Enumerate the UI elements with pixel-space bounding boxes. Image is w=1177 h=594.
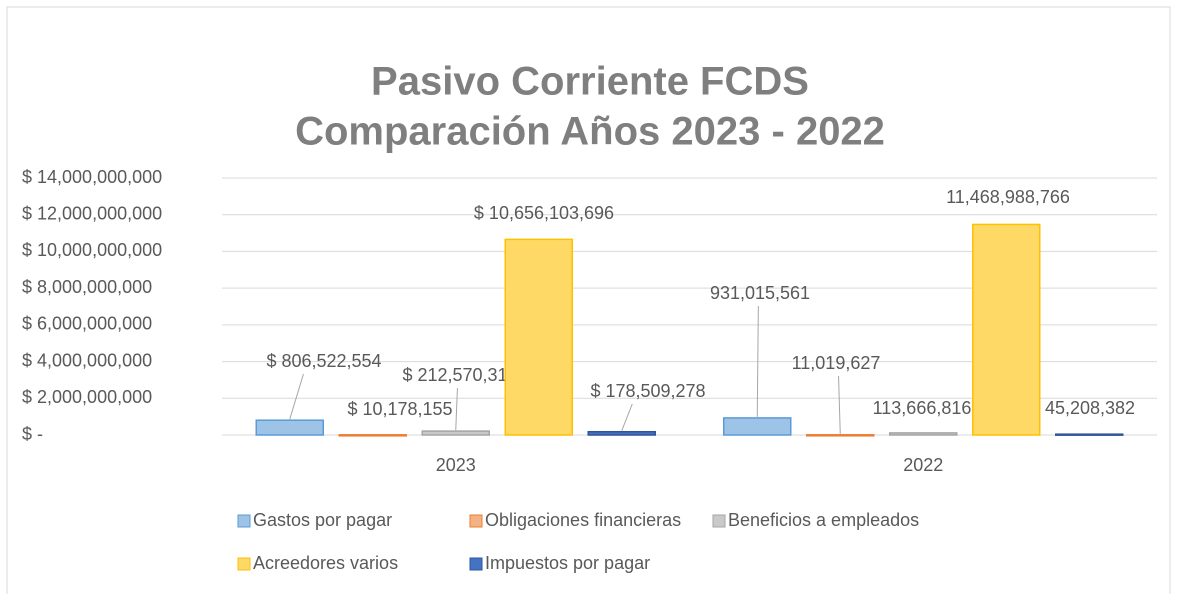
y-tick-label: $ 2,000,000,000 — [22, 387, 152, 407]
legend-swatch — [469, 514, 483, 528]
data-label: 931,015,561 — [710, 283, 810, 303]
data-label: $ 10,656,103,696 — [474, 203, 614, 223]
data-label: $ 806,522,554 — [266, 351, 381, 371]
x-tick-label: 2023 — [436, 455, 476, 475]
y-tick-label: $ 4,000,000,000 — [22, 350, 152, 370]
y-tick-label: $ - — [22, 424, 43, 444]
chart-title: Pasivo Corriente FCDS — [371, 60, 809, 104]
leader-line — [838, 375, 841, 434]
y-tick-label: $ 6,000,000,000 — [22, 314, 152, 334]
y-tick-label: $ 12,000,000,000 — [22, 203, 162, 223]
leader-line — [756, 305, 759, 417]
chart-title: Comparación Años 2023 - 2022 — [295, 110, 885, 154]
legend-swatch — [469, 557, 483, 571]
legend-label: Gastos por pagar — [253, 510, 392, 530]
data-label: 11,019,627 — [792, 353, 881, 373]
bar — [587, 430, 656, 436]
data-label: $ 178,509,278 — [590, 381, 705, 401]
legend-label: Obligaciones financieras — [485, 510, 681, 530]
data-label: 11,468,988,766 — [946, 187, 1070, 207]
legend-label: Beneficios a empleados — [728, 510, 919, 530]
legend-swatch — [237, 557, 251, 571]
bar — [806, 434, 875, 437]
y-tick-label: $ 8,000,000,000 — [22, 277, 152, 297]
bar — [972, 223, 1041, 436]
legend-label: Impuestos por pagar — [485, 553, 650, 573]
leader-line — [621, 403, 633, 431]
bar — [723, 417, 792, 436]
data-label: 113,666,816 — [873, 398, 972, 418]
leader-line — [455, 387, 458, 431]
y-tick-label: $ 10,000,000,000 — [22, 240, 162, 260]
data-label: $ 10,178,155 — [347, 399, 452, 419]
leader-line — [289, 373, 304, 420]
bar — [255, 419, 324, 436]
legend-swatch — [237, 514, 251, 528]
bar — [889, 432, 958, 436]
bar — [338, 434, 407, 437]
bar — [421, 430, 490, 436]
bar — [1055, 433, 1124, 436]
y-tick-label: $ 14,000,000,000 — [22, 167, 162, 187]
data-label: $ 212,570,310 — [402, 365, 517, 385]
data-label: 45,208,382 — [1045, 398, 1135, 418]
legend-swatch — [712, 514, 726, 528]
x-tick-label: 2022 — [903, 455, 943, 475]
legend-label: Acreedores varios — [253, 553, 398, 573]
bar — [504, 238, 573, 436]
